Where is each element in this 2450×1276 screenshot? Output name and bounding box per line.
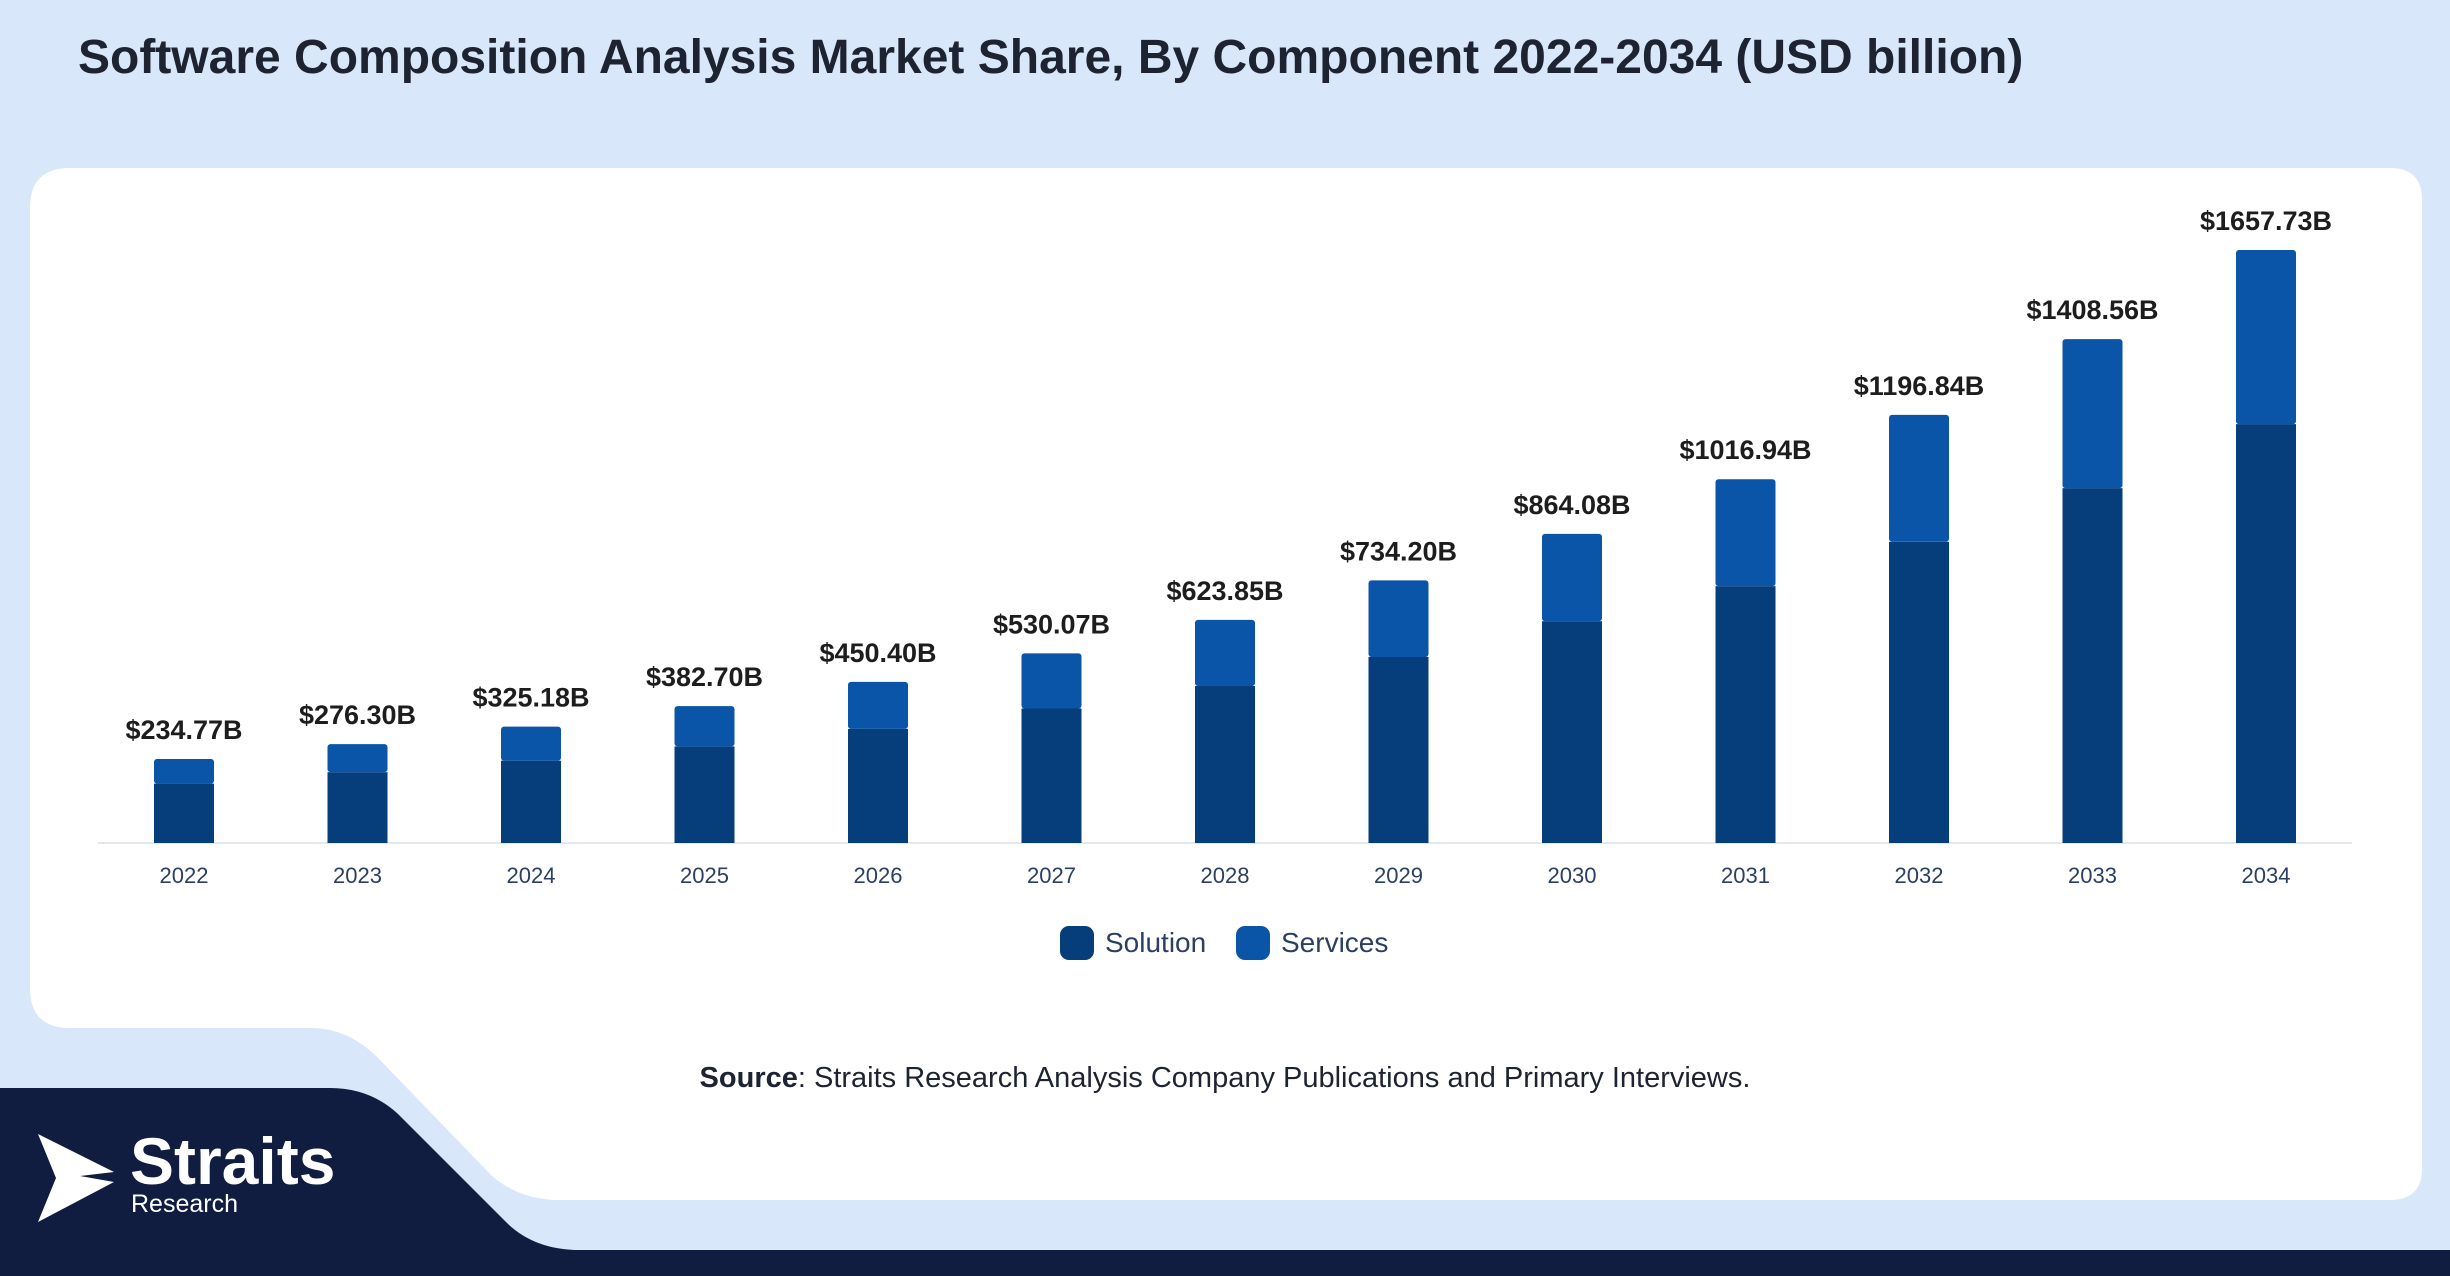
x-tick-label-2033: 2033 [2068, 863, 2117, 888]
data-label-2023: $276.30B [299, 700, 416, 730]
bar-services-2034 [2236, 250, 2296, 425]
x-tick-label-2029: 2029 [1374, 863, 1423, 888]
bar-solution-2029 [1368, 656, 1429, 843]
data-label-2028: $623.85B [1166, 576, 1283, 606]
logo-name: Straits [130, 1124, 336, 1198]
bar-solution-2025 [674, 746, 735, 843]
source-note: Source: Straits Research Analysis Compan… [0, 1062, 2450, 1095]
logo-subtitle: Research [131, 1190, 238, 1218]
bar-services-2028 [1195, 619, 1255, 686]
bar-solution-2034 [2236, 424, 2296, 843]
data-label-2032: $1196.84B [1854, 371, 1985, 401]
data-label-2024: $325.18B [472, 683, 589, 713]
x-tick-label-2024: 2024 [507, 863, 556, 888]
x-tick-label-2031: 2031 [1721, 863, 1770, 888]
footer-band [0, 1088, 2450, 1276]
data-label-2034: $1657.73B [2200, 206, 2332, 236]
x-tick-label-2022: 2022 [160, 863, 209, 888]
bar-services-2026 [848, 681, 908, 729]
bar-services-2027 [1021, 653, 1082, 709]
legend-label-solution: Solution [1105, 927, 1206, 958]
straits-logo-icon [38, 1134, 114, 1222]
bar-solution-2031 [1715, 586, 1776, 843]
data-label-2022: $234.77B [125, 715, 242, 745]
data-label-2031: $1016.94B [1679, 435, 1811, 465]
bar-solution-2030 [1542, 621, 1602, 843]
x-tick-label-2026: 2026 [854, 863, 903, 888]
bar-services-2025 [674, 706, 735, 747]
data-label-2025: $382.70B [646, 662, 763, 692]
legend-label-services: Services [1281, 927, 1388, 958]
bar-services-2033 [2062, 339, 2123, 489]
data-label-2026: $450.40B [819, 638, 936, 668]
source-label: Source [699, 1062, 798, 1094]
bar-services-2030 [1542, 533, 1602, 622]
bar-services-2024 [501, 726, 561, 761]
bar-solution-2028 [1195, 685, 1255, 843]
bar-solution-2033 [2062, 488, 2123, 843]
bar-services-2029 [1368, 580, 1429, 657]
legend-swatch-services [1236, 926, 1270, 960]
bar-services-2031 [1715, 479, 1776, 587]
data-label-2027: $530.07B [993, 609, 1110, 639]
x-tick-label-2034: 2034 [2242, 863, 2291, 888]
bar-services-2023 [327, 744, 388, 773]
data-label-2030: $864.08B [1513, 490, 1630, 520]
bar-services-2022 [154, 759, 214, 784]
page-title: Software Composition Analysis Market Sha… [78, 31, 2024, 84]
x-tick-label-2032: 2032 [1895, 863, 1944, 888]
bar-solution-2024 [501, 760, 561, 843]
x-tick-label-2025: 2025 [680, 863, 729, 888]
bar-solution-2026 [848, 728, 908, 843]
bar-solution-2032 [1889, 541, 1949, 843]
legend-swatch-solution [1060, 926, 1094, 960]
source-text: : Straits Research Analysis Company Publ… [797, 1062, 1751, 1094]
data-label-2033: $1408.56B [2026, 295, 2158, 325]
x-tick-label-2028: 2028 [1201, 863, 1250, 888]
x-tick-label-2023: 2023 [333, 863, 382, 888]
data-label-2029: $734.20B [1340, 536, 1457, 566]
x-tick-label-2030: 2030 [1548, 863, 1597, 888]
bar-solution-2023 [327, 772, 388, 843]
bar-solution-2022 [154, 783, 214, 843]
bar-services-2032 [1889, 414, 1949, 542]
x-tick-label-2027: 2027 [1027, 863, 1076, 888]
bar-solution-2027 [1021, 708, 1082, 843]
